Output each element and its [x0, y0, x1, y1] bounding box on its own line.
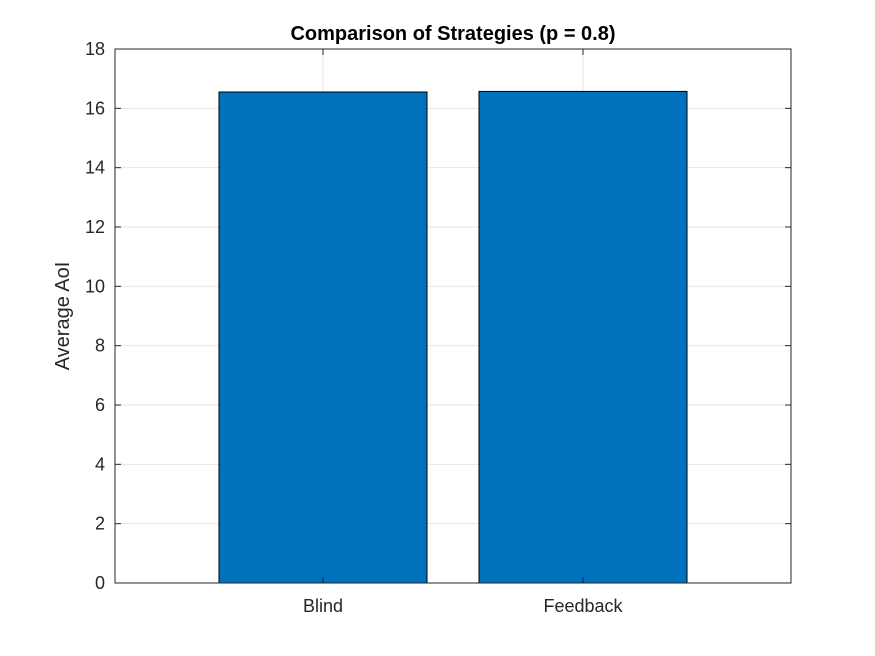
y-tick-label: 14 [85, 158, 105, 178]
y-axis-label: Average AoI [52, 262, 74, 371]
y-tick-label: 10 [85, 276, 105, 296]
y-tick-label: 12 [85, 217, 105, 237]
y-tick-label: 0 [95, 573, 105, 593]
x-tick-label: Feedback [543, 596, 623, 616]
x-tick-labels: Blind Feedback [303, 596, 624, 616]
bar-blind [218, 91, 428, 584]
bars [218, 90, 688, 584]
x-tick-label: Blind [303, 596, 343, 616]
y-tick-label: 6 [95, 395, 105, 415]
bar-feedback [478, 90, 688, 584]
y-tick-labels: 0 2 4 6 8 10 12 14 16 18 [85, 39, 105, 593]
y-tick-label: 4 [95, 454, 105, 474]
chart-title: Comparison of Strategies (p = 0.8) [290, 23, 615, 45]
y-tick-label: 8 [95, 336, 105, 356]
y-tick-label: 16 [85, 98, 105, 118]
y-tick-label: 2 [95, 514, 105, 534]
plot-frame [114, 48, 792, 584]
axes [114, 48, 792, 584]
y-tick-label: 18 [85, 39, 105, 59]
